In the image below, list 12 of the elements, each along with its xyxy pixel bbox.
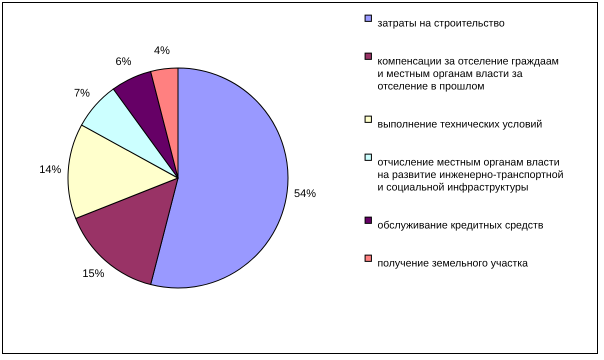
data-label: 7%: [74, 87, 90, 100]
legend-label: затраты на строительство: [378, 17, 505, 30]
legend-label: компенсации за отселение граждаам и местным органам власти за отселение в прошлом: [378, 55, 559, 92]
data-label: 14%: [39, 164, 62, 176]
data-label: 15%: [82, 268, 105, 280]
data-label: 6%: [116, 56, 132, 68]
legend-label: получение земельного участка: [378, 257, 528, 270]
data-label: 4%: [154, 45, 170, 58]
legend-label: отчисление местным органам власти на развитие инженерно-транспортной и социальной инфраструктуры: [378, 156, 564, 194]
legend-label: выполнение технических условий: [378, 118, 542, 130]
legend-label: обслуживание кредитных средств: [378, 219, 544, 232]
data-label: 54%: [294, 188, 316, 200]
